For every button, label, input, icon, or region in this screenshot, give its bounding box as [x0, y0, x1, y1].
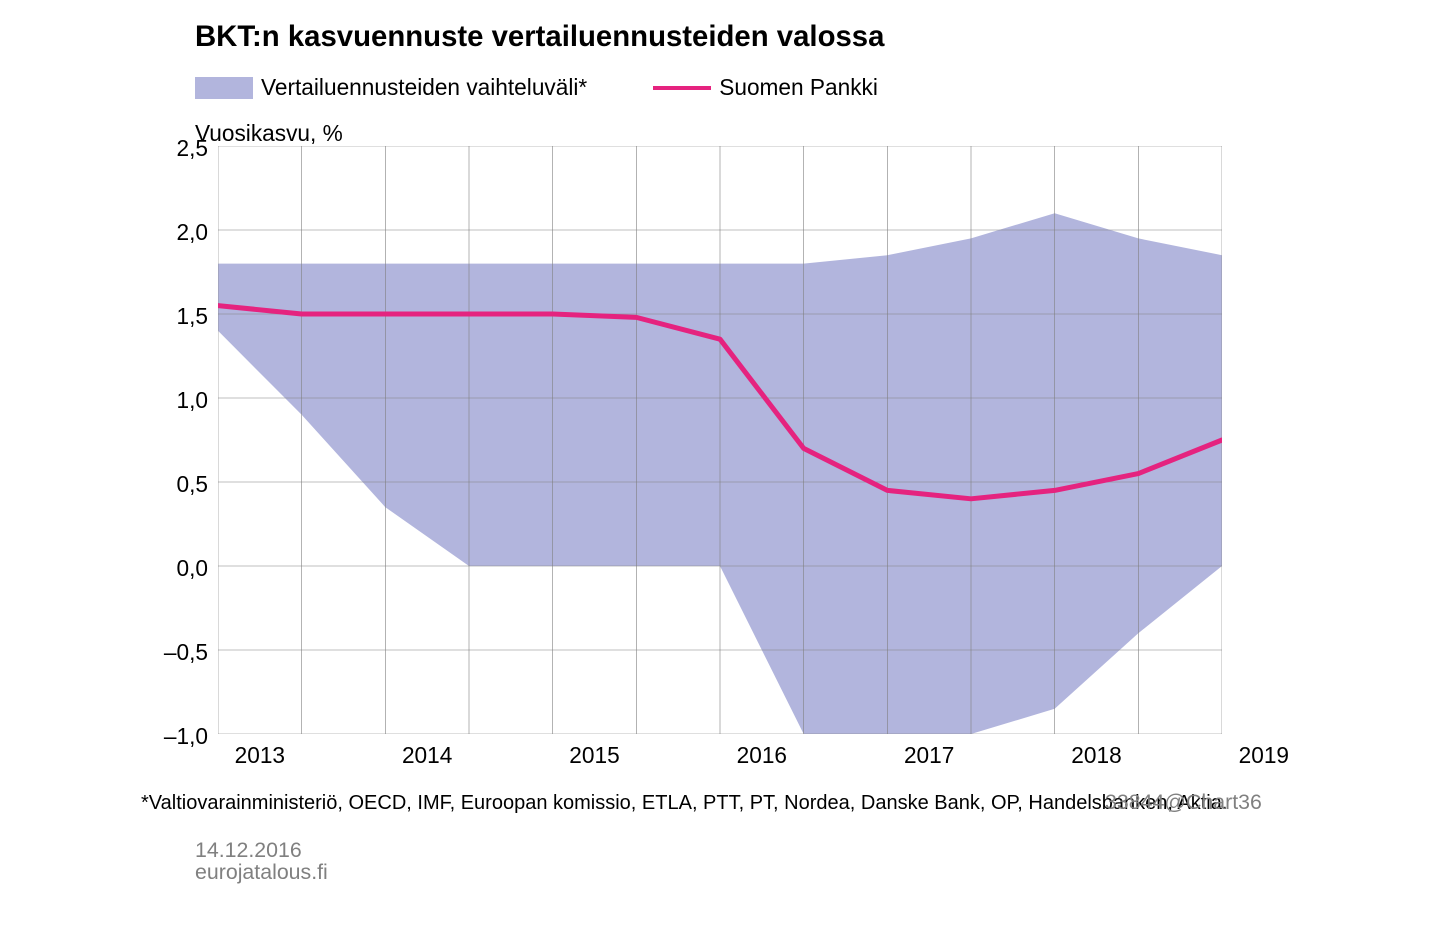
legend-swatch-line: [653, 86, 711, 90]
y-tick: 1,0: [158, 387, 208, 414]
x-tick: 2014: [402, 742, 452, 769]
legend: Vertailuennusteiden vaihteluväli* Suomen…: [195, 74, 908, 101]
y-tick: –1,0: [158, 723, 208, 750]
x-tick: 2018: [1071, 742, 1121, 769]
y-axis-label: Vuosikasvu, %: [195, 120, 343, 147]
y-tick: 2,5: [158, 135, 208, 162]
y-tick: 1,5: [158, 303, 208, 330]
x-tick: 2013: [235, 742, 285, 769]
plot-area: [218, 146, 1222, 734]
legend-swatch-band: [195, 77, 253, 99]
x-tick: 2015: [569, 742, 619, 769]
footnote: *Valtiovarainministeriö, OECD, IMF, Euro…: [141, 792, 1227, 815]
x-tick: 2017: [904, 742, 954, 769]
footer-code: 33844@Chart36: [1105, 790, 1262, 815]
x-tick: 2016: [737, 742, 787, 769]
chart-title: BKT:n kasvuennuste vertailuennusteiden v…: [195, 20, 884, 54]
y-tick: 0,5: [158, 471, 208, 498]
x-tick: 2019: [1239, 742, 1289, 769]
y-tick: 0,0: [158, 555, 208, 582]
y-tick: –0,5: [158, 639, 208, 666]
legend-label-line: Suomen Pankki: [719, 74, 878, 101]
y-tick: 2,0: [158, 219, 208, 246]
footer-site: eurojatalous.fi: [195, 860, 328, 885]
legend-label-band: Vertailuennusteiden vaihteluväli*: [261, 74, 587, 101]
